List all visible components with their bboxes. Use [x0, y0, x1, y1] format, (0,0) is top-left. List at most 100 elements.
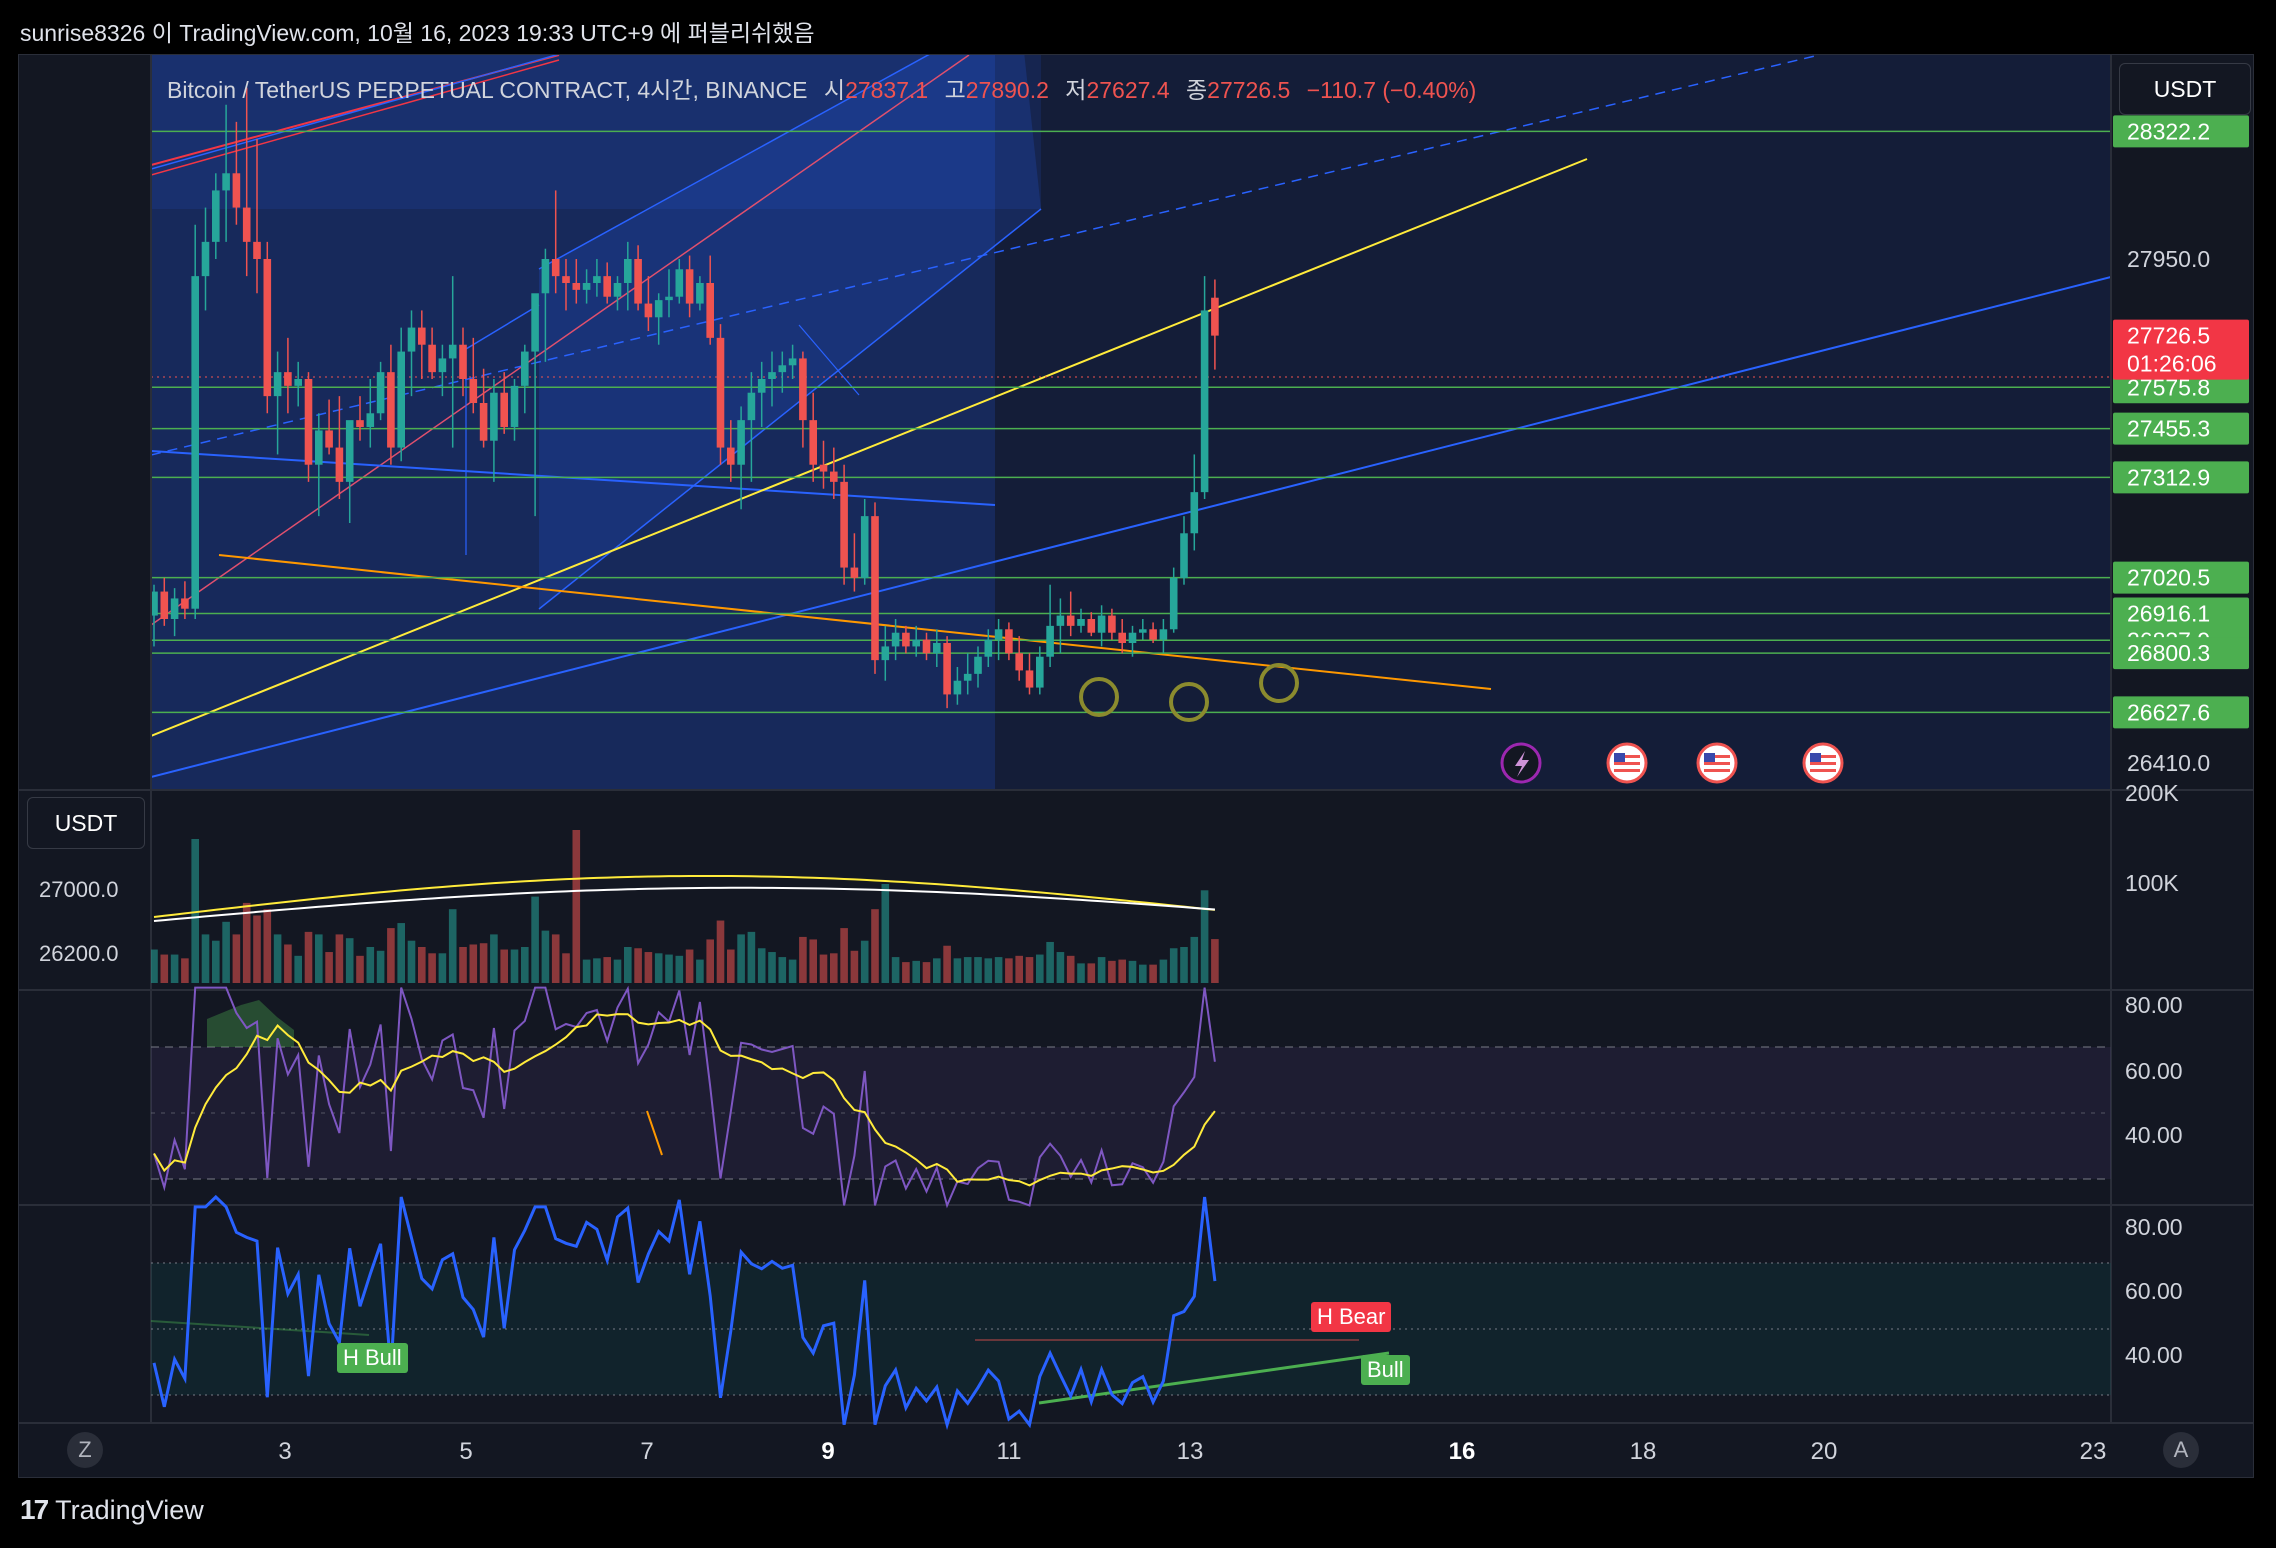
time-tick-label: 11 — [997, 1438, 1022, 1465]
candle-down — [572, 259, 581, 304]
symbol-name[interactable]: Bitcoin / TetherUS PERPETUAL CONTRACT, 4… — [167, 77, 808, 103]
volume-bar — [1190, 936, 1199, 983]
candle-up — [737, 406, 745, 510]
volume-bar — [253, 915, 261, 983]
candle-up — [201, 207, 210, 311]
time-tick-label: 18 — [1630, 1438, 1657, 1465]
us-flag-event-icon[interactable] — [1606, 742, 1648, 784]
candle-up — [665, 269, 673, 318]
rsi-ma-line — [153, 1013, 1216, 1187]
candle-body — [201, 241, 210, 277]
volume-bar — [963, 957, 972, 983]
price-level-label: 28322.2 — [2127, 118, 2210, 144]
price-level-badge — [2113, 461, 2249, 494]
candle-up — [1180, 516, 1188, 585]
candle-down — [1025, 653, 1034, 695]
candle-body — [356, 420, 364, 427]
volume-bar — [397, 923, 405, 983]
candle-up — [1159, 619, 1168, 654]
volume-bar — [654, 953, 663, 983]
volume-ma-white — [153, 886, 1215, 922]
blue-box-right — [798, 324, 860, 396]
event-icons[interactable] — [1500, 742, 1844, 784]
volume-bar — [881, 884, 890, 983]
candle-body — [1128, 632, 1137, 643]
low-label: 저 — [1065, 77, 1087, 103]
candle-body — [191, 276, 199, 609]
volume-bar — [809, 939, 817, 983]
chart-canvas[interactable]: 27950.026410.028322.227575.827455.327312… — [19, 55, 2253, 1477]
candle-up — [212, 173, 220, 259]
volume-bar — [1046, 941, 1054, 983]
candle-up — [490, 379, 498, 482]
price-level-badge — [2113, 115, 2249, 148]
candle-body — [974, 656, 982, 674]
volume-bar — [613, 959, 622, 983]
candle-down — [634, 245, 642, 311]
volume-bar — [665, 954, 673, 983]
volume-bar — [500, 949, 508, 983]
volume-bar — [1108, 960, 1116, 983]
currency-button[interactable]: USDT — [2119, 63, 2251, 115]
time-tick-label: 23 — [2080, 1438, 2107, 1465]
volume-left-label-2: 26200.0 — [39, 941, 119, 966]
price-level-badge — [2113, 412, 2249, 445]
volume-bar — [551, 934, 560, 983]
volume-bar — [181, 958, 189, 983]
pivot-circle-1 — [1079, 677, 1119, 717]
volume-bar — [222, 921, 230, 983]
chart-frame[interactable]: 27950.0 26410.0 28322.2 27575.8 27455.3 27312… — [18, 54, 2254, 1478]
candle-body — [500, 392, 508, 427]
volume-currency-button[interactable]: USDT — [27, 797, 145, 849]
rsi-orange-mark — [646, 1110, 663, 1156]
candle-up — [191, 224, 199, 619]
symbol-legend[interactable]: Bitcoin / TetherUS PERPETUAL CONTRACT, 4… — [167, 71, 1476, 105]
candle-body — [376, 372, 385, 414]
footer-brand[interactable]: 17 TradingView — [20, 1494, 204, 1526]
us-flag-event-icon[interactable] — [1802, 742, 1844, 784]
price-axis[interactable]: 27950.026410.028322.227575.827455.327312… — [2113, 115, 2249, 1368]
left-axis-button[interactable]: Z — [67, 1432, 103, 1468]
candle-down — [840, 464, 848, 585]
candle-body — [984, 639, 993, 657]
candle-body — [428, 344, 436, 373]
time-tick-label: 20 — [1811, 1438, 1838, 1465]
candle-body — [644, 303, 653, 318]
candle-down — [809, 392, 817, 482]
candle-body — [366, 413, 375, 427]
open-label: 시 — [823, 77, 846, 103]
volume-bar — [644, 952, 653, 983]
high-label: 고 — [944, 77, 966, 103]
candle-down — [1118, 619, 1126, 654]
candle-body — [871, 516, 879, 661]
candle-down — [830, 447, 838, 499]
time-axis[interactable]: 3 5 7 9 11 13 16 18 20 23 — [278, 1438, 2106, 1465]
candle-down — [1066, 591, 1075, 637]
publish-line: sunrise8326 이 TradingView.com, 10월 16, 2… — [20, 20, 815, 46]
candle-body — [593, 276, 601, 283]
auto-scale-button[interactable]: A — [2163, 1432, 2199, 1468]
candle-up — [933, 629, 941, 667]
candle-body — [624, 259, 632, 283]
price-level-label: 26916.1 — [2127, 600, 2210, 626]
change-value: −110.7 (−0.40%) — [1306, 77, 1477, 103]
volume-bar — [933, 958, 941, 983]
candle-down — [304, 372, 313, 482]
h-bull-label: H Bull — [337, 1343, 408, 1373]
volume-bar — [974, 957, 982, 983]
candle-body — [1025, 670, 1034, 688]
volume-bar — [212, 940, 220, 983]
volume-bar — [1211, 939, 1219, 983]
candle-body — [1211, 297, 1219, 336]
volume-bar — [242, 902, 251, 983]
candle-up — [397, 327, 405, 462]
volume-bar — [747, 931, 756, 983]
left-axis-button-label: Z — [78, 1437, 92, 1462]
volume-bar — [582, 959, 591, 983]
volume-bar — [356, 955, 364, 983]
high-value: 27890.2 — [965, 77, 1049, 103]
candle-body — [160, 591, 169, 619]
volume-bar — [315, 934, 323, 983]
volume-bar — [1077, 963, 1085, 983]
us-flag-event-icon[interactable] — [1696, 742, 1738, 784]
